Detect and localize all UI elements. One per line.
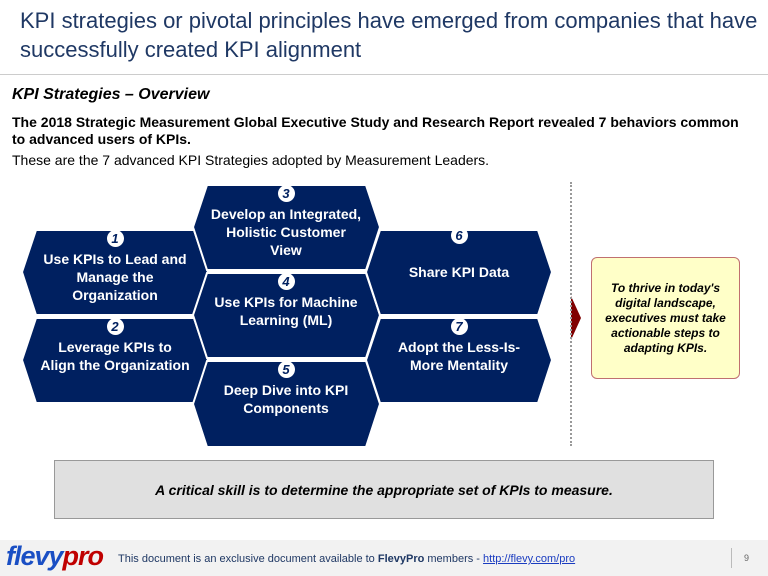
number-badge: 3 <box>277 185 295 202</box>
flevy-link[interactable]: http://flevy.com/pro <box>483 553 576 565</box>
strategy-5: 5 Deep Dive into KPI Components <box>210 361 362 417</box>
number-badge: 2 <box>106 318 124 335</box>
footer: flevypro This document is an exclusive d… <box>0 540 768 576</box>
strategy-1: 1 Use KPIs to Lead and Manage the Organiz… <box>40 230 190 304</box>
flevypro-logo: flevypro <box>6 541 104 571</box>
section-subtitle: KPI Strategies – Overview <box>12 86 210 103</box>
strategy-label: Leverage KPIs to Align the Organization <box>40 339 190 373</box>
divider <box>0 74 768 75</box>
note-box: To thrive in today's digital landscape, … <box>591 257 740 379</box>
strategy-2: 2 Leverage KPIs to Align the Organization <box>40 318 190 374</box>
strategy-label: Develop an Integrated, Holistic Customer… <box>210 206 362 258</box>
intro-text: These are the 7 advanced KPI Strategies … <box>12 152 490 168</box>
hexagon-3 <box>191 184 382 271</box>
dotted-divider <box>570 182 572 446</box>
footer-separator <box>731 548 732 568</box>
strategy-label: Deep Dive into KPI Components <box>223 382 349 416</box>
strategy-6: 6 Share KPI Data <box>383 227 535 281</box>
arrow-icon <box>571 296 581 340</box>
hexagon-6 <box>364 229 554 316</box>
strategy-label: Use KPIs for Machine Learning (ML) <box>214 294 358 328</box>
strategy-7: 7 Adopt the Less-Is-More Mentality <box>383 318 535 374</box>
callout-box: A critical skill is to determine the app… <box>54 460 714 519</box>
lead-text: The 2018 Strategic Measurement Global Ex… <box>12 114 739 147</box>
strategy-3: 3 Develop an Integrated, Holistic Custome… <box>210 185 362 259</box>
number-badge: 1 <box>106 230 124 247</box>
number-badge: 6 <box>450 227 468 244</box>
strategy-4: 4 Use KPIs for Machine Learning (ML) <box>205 273 367 329</box>
page-number: 9 <box>744 553 750 563</box>
number-badge: 7 <box>450 318 468 335</box>
strategy-label: Use KPIs to Lead and Manage the Organiza… <box>43 251 187 303</box>
page-title: KPI strategies or pivotal principles hav… <box>20 8 758 62</box>
number-badge: 4 <box>277 273 295 290</box>
strategy-label: Share KPI Data <box>408 264 510 280</box>
strategy-label: Adopt the Less-Is-More Mentality <box>397 339 521 373</box>
hexagon-7 <box>364 317 554 404</box>
footer-text: This document is an exclusive document a… <box>118 553 576 565</box>
number-badge: 5 <box>277 361 295 378</box>
